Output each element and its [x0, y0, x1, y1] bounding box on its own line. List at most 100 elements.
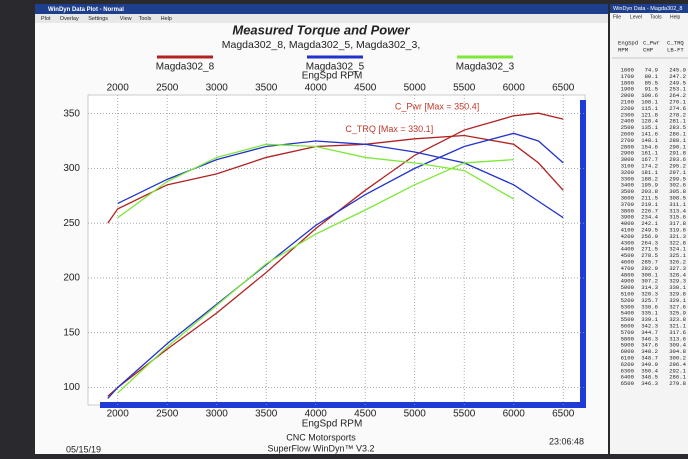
table-cell: 327.3: [669, 265, 686, 272]
table-cell: 330.6: [641, 303, 658, 310]
table-cell: 264.3: [641, 239, 658, 246]
table-cell: 5200: [621, 297, 635, 304]
table-cell: 297.1: [669, 169, 686, 176]
table-cell: 6200: [621, 361, 635, 368]
x-tick-label-top: 4000: [305, 83, 328, 94]
table-cell: 264.2: [669, 92, 686, 99]
table-cell: 195.9: [641, 182, 658, 189]
table-header: C_TRQ: [667, 39, 684, 46]
table-cell: 300.1: [641, 271, 658, 278]
menu-item[interactable]: Overlay: [60, 16, 79, 22]
table-cell: 3700: [621, 201, 635, 208]
table-cell: 344.7: [641, 329, 658, 336]
x-tick-label: 3000: [206, 409, 229, 420]
table-cell: 3100: [621, 162, 635, 169]
x-tick-label-top: 5000: [404, 83, 427, 94]
x-tick-label-top: 6500: [552, 83, 575, 94]
menu-bar: [35, 14, 608, 23]
table-cell: 1900: [621, 86, 635, 93]
table-cell: 320.3: [641, 290, 658, 297]
table-cell: 5100: [621, 290, 635, 297]
table-cell: 5900: [621, 342, 635, 349]
x-axis-title: EngSpd RPM: [302, 419, 363, 430]
x-tick-label-top: 4500: [354, 83, 377, 94]
table-cell: 108.1: [641, 98, 658, 105]
table-cell: 348.7: [641, 354, 658, 361]
table-cell: 6300: [621, 367, 635, 374]
table-cell: 278.5: [641, 252, 658, 259]
table-cell: 346.3: [641, 335, 658, 342]
menu-item[interactable]: View: [120, 16, 132, 22]
table-cell: 5400: [621, 310, 635, 317]
table-cell: 247.2: [669, 73, 686, 80]
legend-label: Magda302_5: [306, 62, 365, 73]
table-cell: 2000: [621, 92, 635, 99]
table-cell: 330.1: [669, 284, 686, 291]
table-cell: 313.4: [669, 207, 686, 214]
table-cell: 346.3: [641, 380, 658, 387]
table-cell: 291.8: [669, 150, 686, 157]
table-header: C_Pwr: [643, 39, 660, 46]
table-cell: 283.5: [669, 124, 686, 131]
table-cell: 335.1: [641, 310, 658, 317]
y-tick-label: 100: [63, 382, 80, 393]
data-line: [117, 143, 515, 219]
table-cell: 2300: [621, 111, 635, 118]
axis-bar-bottom: [100, 402, 585, 408]
table-cell: 3400: [621, 182, 635, 189]
table-cell: 4900: [621, 278, 635, 285]
table-cell: 348.2: [641, 348, 658, 355]
menu: Plot Overlay Settings View Tools Help: [41, 16, 172, 22]
table-cell: 5000: [621, 284, 635, 291]
table-cell: 3200: [621, 169, 635, 176]
table-cell: 226.7: [641, 207, 658, 214]
table-cell: 323.8: [669, 316, 686, 323]
y-tick-label: 300: [63, 163, 80, 174]
chart: 100 150 200 250 300 350 2000 2000 2500 2500 3000 30…: [63, 55, 585, 420]
table-cell: 347.6: [641, 342, 658, 349]
table-cell: 319.6: [669, 226, 686, 233]
table-cell: 321.1: [669, 322, 686, 329]
table-cell: 5600: [621, 322, 635, 329]
x-tick-label-top: 2000: [107, 83, 130, 94]
x-tick-label: 4000: [305, 409, 328, 420]
table-cell: 242.1: [641, 220, 658, 227]
menu-item[interactable]: Tools: [139, 16, 152, 22]
table-cell: 181.1: [641, 169, 658, 176]
table-cell: 3900: [621, 214, 635, 221]
table-cell: 278.2: [669, 111, 686, 118]
menu-item[interactable]: Level: [630, 14, 642, 20]
table-cell: 350.4: [641, 367, 658, 374]
menu-item[interactable]: Tools: [650, 14, 662, 20]
menu-item[interactable]: Settings: [88, 16, 108, 22]
table-cell: 6100: [621, 354, 635, 361]
menu-item[interactable]: Plot: [41, 16, 51, 22]
menu-item[interactable]: Help: [670, 14, 681, 20]
table-cell: 4100: [621, 226, 635, 233]
footer-company: CNC Motorsports: [286, 432, 356, 442]
x-tick-label: 4500: [354, 409, 377, 420]
table-cell: 309.4: [669, 342, 686, 349]
x-tick-label-top: 2500: [156, 83, 179, 94]
x-tick-label-top: 6000: [503, 83, 526, 94]
data-line: [117, 158, 514, 394]
table-cell: 3500: [621, 188, 635, 195]
table-cell: 219.1: [641, 201, 658, 208]
table-cell: 271.5: [641, 246, 658, 253]
menu-item[interactable]: File: [613, 14, 621, 20]
table-cell: 161.1: [641, 150, 658, 157]
table-cell: 325.1: [669, 252, 686, 259]
table-cell: 339.1: [641, 316, 658, 323]
title-bar: [35, 4, 608, 14]
data-line: [117, 140, 564, 219]
table-cell: 2200: [621, 105, 635, 112]
table-cell: 324.1: [669, 246, 686, 253]
table-cell: 295.2: [669, 162, 686, 169]
table-cell: 1700: [621, 73, 635, 80]
table-cell: 5500: [621, 316, 635, 323]
menu-item[interactable]: Help: [161, 16, 172, 22]
table-cell: 296.4: [669, 361, 686, 368]
table-cell: 329.1: [669, 297, 686, 304]
table-cell: 6400: [621, 374, 635, 381]
